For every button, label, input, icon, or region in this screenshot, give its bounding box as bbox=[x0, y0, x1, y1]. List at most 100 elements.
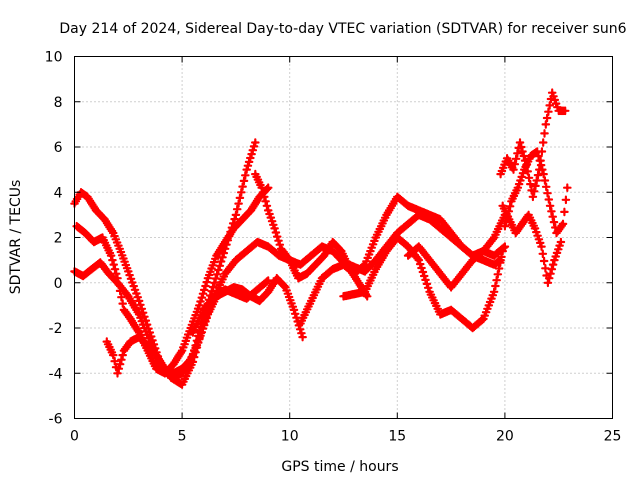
data-point bbox=[331, 240, 335, 244]
data-point bbox=[275, 276, 279, 280]
x-tick-label: 0 bbox=[70, 429, 79, 445]
data-point bbox=[374, 235, 378, 240]
series-track-8 bbox=[339, 233, 507, 333]
data-point bbox=[180, 382, 184, 387]
data-point bbox=[232, 285, 236, 289]
data-point bbox=[384, 213, 389, 217]
chart-title: Day 214 of 2024, Sidereal Day-to-day VTE… bbox=[59, 21, 626, 37]
data-point bbox=[460, 244, 464, 249]
data-point bbox=[240, 217, 244, 221]
data-point bbox=[100, 235, 105, 240]
data-point bbox=[126, 294, 130, 298]
data-point bbox=[561, 222, 565, 226]
data-point bbox=[471, 326, 475, 330]
data-point bbox=[296, 276, 300, 280]
data-point bbox=[223, 290, 227, 294]
series-track-10 bbox=[496, 88, 570, 202]
data-point bbox=[109, 254, 113, 258]
x-tick-label: 10 bbox=[281, 429, 299, 445]
data-point bbox=[503, 244, 507, 249]
data-point bbox=[128, 317, 133, 321]
data-point bbox=[565, 186, 569, 190]
data-series bbox=[70, 88, 572, 389]
series-track-11 bbox=[500, 147, 572, 238]
y-axis-label: SDTVAR / TECUs bbox=[8, 180, 24, 295]
y-tick-label: 4 bbox=[54, 185, 63, 201]
data-point bbox=[518, 140, 522, 145]
data-point bbox=[305, 272, 309, 276]
data-point bbox=[301, 335, 305, 339]
series-track-1 bbox=[70, 138, 260, 383]
data-point bbox=[427, 290, 432, 294]
y-tick-label: 0 bbox=[54, 276, 63, 292]
data-point bbox=[406, 222, 410, 226]
data-point bbox=[384, 249, 389, 253]
data-point bbox=[288, 258, 292, 262]
data-point bbox=[283, 285, 287, 289]
data-point bbox=[339, 249, 343, 253]
data-point bbox=[507, 217, 511, 221]
data-point bbox=[128, 339, 133, 344]
data-point bbox=[253, 140, 257, 145]
data-point bbox=[137, 299, 141, 303]
data-point bbox=[449, 308, 453, 312]
data-point bbox=[298, 321, 303, 326]
data-point bbox=[223, 240, 227, 244]
x-tick-label: 20 bbox=[496, 429, 514, 445]
data-point bbox=[417, 208, 421, 212]
data-point bbox=[85, 195, 90, 199]
y-tick-label: -4 bbox=[49, 366, 63, 382]
data-point bbox=[92, 240, 96, 244]
data-point bbox=[501, 204, 505, 208]
data-point bbox=[163, 367, 167, 371]
data-point bbox=[460, 272, 464, 276]
data-point bbox=[395, 195, 399, 199]
data-point bbox=[202, 308, 206, 312]
data-point bbox=[249, 294, 253, 298]
data-point bbox=[154, 367, 158, 371]
series-track-12 bbox=[498, 201, 566, 288]
data-point bbox=[460, 317, 464, 321]
data-point bbox=[320, 276, 324, 280]
data-point bbox=[83, 231, 87, 235]
data-point bbox=[277, 254, 281, 258]
data-point bbox=[122, 349, 126, 353]
series-markers bbox=[496, 88, 570, 202]
data-point bbox=[234, 292, 238, 296]
data-point bbox=[266, 186, 270, 190]
data-point bbox=[492, 290, 496, 294]
data-point bbox=[245, 249, 249, 253]
data-point bbox=[197, 337, 201, 341]
data-point bbox=[481, 258, 485, 262]
data-point bbox=[206, 276, 210, 280]
data-point bbox=[292, 308, 296, 312]
data-point bbox=[374, 267, 378, 271]
data-point bbox=[535, 149, 539, 154]
data-point bbox=[118, 247, 122, 251]
data-point bbox=[511, 168, 516, 172]
data-point bbox=[115, 371, 120, 375]
data-point bbox=[481, 249, 485, 253]
data-point bbox=[266, 290, 270, 294]
data-point bbox=[212, 281, 216, 285]
data-point bbox=[341, 263, 346, 267]
data-point bbox=[115, 276, 120, 280]
y-tick-label: -6 bbox=[49, 412, 63, 428]
data-point bbox=[427, 213, 432, 217]
data-point bbox=[406, 254, 410, 258]
data-point bbox=[322, 254, 326, 258]
data-point bbox=[492, 254, 496, 258]
x-tick-label: 25 bbox=[604, 429, 622, 445]
x-tick-label: 15 bbox=[388, 429, 406, 445]
data-point bbox=[492, 263, 496, 267]
data-point bbox=[539, 244, 544, 249]
series-markers bbox=[498, 201, 566, 288]
x-axis-label: GPS time / hours bbox=[281, 459, 398, 475]
data-point bbox=[298, 263, 303, 267]
data-point bbox=[520, 222, 524, 226]
data-point bbox=[180, 367, 184, 371]
data-point bbox=[514, 231, 518, 235]
data-point bbox=[79, 190, 83, 194]
data-point bbox=[554, 231, 559, 235]
